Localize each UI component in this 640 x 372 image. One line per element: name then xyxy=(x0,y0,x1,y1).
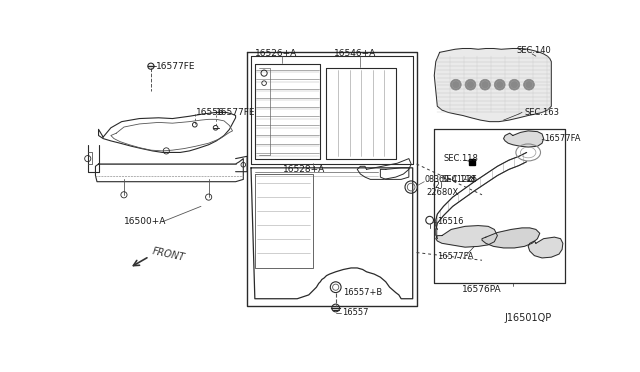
Text: 16577FA: 16577FA xyxy=(437,252,474,261)
Text: SEC.118: SEC.118 xyxy=(444,154,478,163)
Polygon shape xyxy=(528,237,563,258)
Text: FRONT: FRONT xyxy=(151,246,186,262)
Polygon shape xyxy=(436,225,497,247)
Circle shape xyxy=(465,79,476,90)
Text: J16501QP: J16501QP xyxy=(504,313,552,323)
Text: 16528+A: 16528+A xyxy=(284,165,326,174)
Circle shape xyxy=(451,79,461,90)
Text: 16556: 16556 xyxy=(196,108,224,117)
Text: 16577FE: 16577FE xyxy=(156,62,195,71)
Polygon shape xyxy=(435,48,551,122)
Text: 16516: 16516 xyxy=(437,217,464,226)
Circle shape xyxy=(494,79,505,90)
Text: 16557: 16557 xyxy=(342,308,369,317)
Text: SEC.163: SEC.163 xyxy=(524,108,559,117)
Text: SEC.140: SEC.140 xyxy=(516,46,552,55)
Polygon shape xyxy=(504,131,543,147)
Text: 16546+A: 16546+A xyxy=(334,49,376,58)
Polygon shape xyxy=(482,228,540,248)
Circle shape xyxy=(480,79,490,90)
Text: 16577FE: 16577FE xyxy=(216,108,256,117)
Text: (2): (2) xyxy=(433,181,444,190)
Text: 16576PA: 16576PA xyxy=(462,285,502,294)
Text: 16557+B: 16557+B xyxy=(344,288,383,297)
Text: 16577FA: 16577FA xyxy=(543,134,580,143)
Text: 08360-41225: 08360-41225 xyxy=(424,175,477,184)
Text: 16526+A: 16526+A xyxy=(255,49,297,58)
Circle shape xyxy=(509,79,520,90)
Circle shape xyxy=(524,79,534,90)
Text: 16500+A: 16500+A xyxy=(124,217,166,226)
Text: SEC.118: SEC.118 xyxy=(442,175,477,184)
Text: 22680X: 22680X xyxy=(427,188,459,197)
